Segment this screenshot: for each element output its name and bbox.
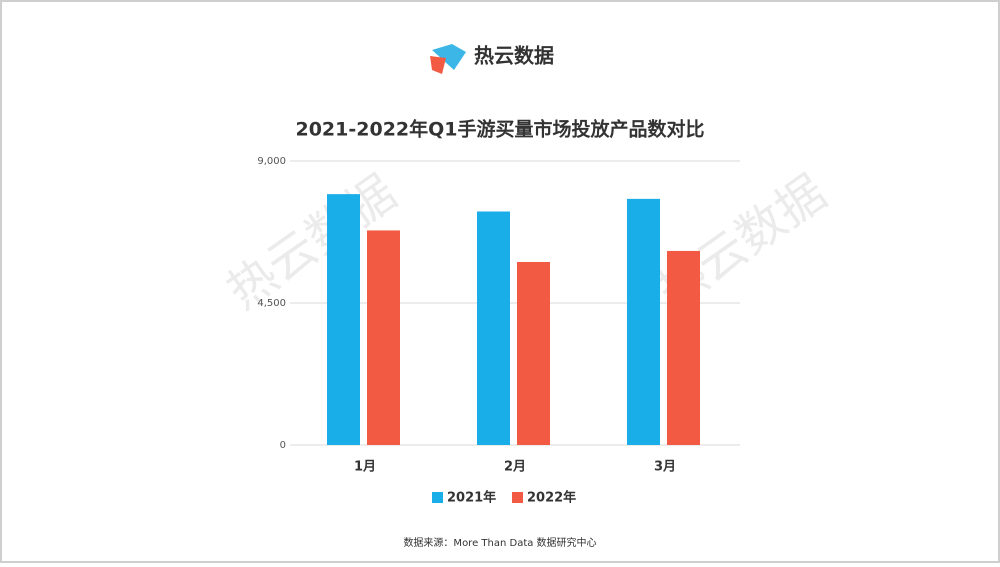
bar <box>477 211 510 445</box>
chart-title: 2021-2022年Q1手游买量市场投放产品数对比 <box>295 118 704 141</box>
x-tick-label: 2月 <box>504 460 526 475</box>
bar <box>367 230 400 445</box>
y-tick-label: 9,000 <box>257 156 286 167</box>
legend-label: 2021年 <box>447 490 496 506</box>
legend-swatch <box>512 492 523 503</box>
bar <box>517 261 550 445</box>
bar <box>327 194 360 445</box>
logo-icon <box>430 44 466 74</box>
y-tick-label: 4,500 <box>257 298 286 309</box>
x-tick-label: 1月 <box>354 460 376 475</box>
logo-text: 热云数据 <box>474 44 554 68</box>
x-tick-label: 3月 <box>654 460 676 475</box>
y-tick-label: 0 <box>280 440 286 451</box>
legend-swatch <box>432 492 443 503</box>
source-note: 数据来源：More Than Data 数据研究中心 <box>403 536 596 549</box>
legend-label: 2022年 <box>527 490 576 506</box>
bar <box>667 250 700 445</box>
bar <box>627 198 660 445</box>
